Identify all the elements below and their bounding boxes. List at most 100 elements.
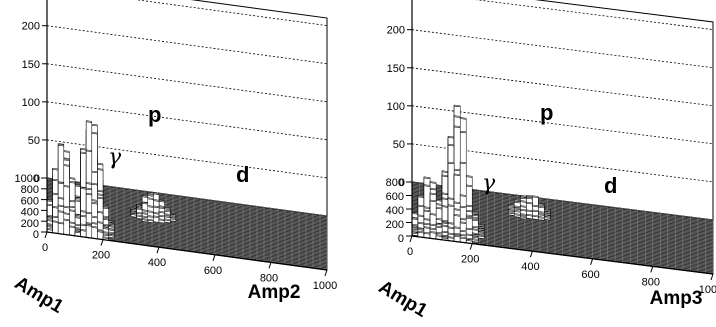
histogram-bar-top [429,223,437,227]
histogram-bar-top [57,204,65,207]
histogram-bar-top [429,181,437,184]
histogram-bar-top [423,184,431,187]
x-tick-label: 200 [461,254,479,266]
peak-label-d: d [604,173,617,198]
histogram-bar-top [63,218,70,222]
x-tick-label: 1000 [699,284,716,296]
histogram-bar-top [85,211,93,215]
x-tick-mark [100,239,104,246]
peak-label-p: p [540,100,553,125]
x-tick-mark [156,247,160,254]
histogram-bar-top [423,176,431,179]
histogram-bar-top [465,239,473,242]
histogram-bar-top [91,201,98,205]
histogram-bar-top [453,115,461,118]
histogram-bar-top [532,209,539,213]
x-tick-mark [529,251,533,258]
histogram-bar-top [91,131,98,135]
z-gridline [475,0,714,84]
x-tick-mark [324,269,328,277]
histogram-bar-top [429,231,437,234]
histogram-bar-top [63,158,70,161]
histogram-bar-top [153,212,160,215]
y-tick-label: 800 [21,184,39,196]
x-axis-title: Amp2 [248,282,301,303]
histogram-bar-top [91,222,98,225]
z-tick-label: 100 [387,101,405,113]
x-axis-title: Amp3 [650,288,703,309]
histogram-bar-top [85,149,93,152]
peak-label-gamma: γ [482,171,496,196]
z-gridline [411,67,714,160]
x-tick-mark [268,262,272,269]
histogram-bar-top [91,182,98,186]
histogram-bar-top [164,218,171,221]
histogram-bar-top [453,208,461,211]
x-tick-mark [469,243,473,250]
histogram-bar-top [97,196,104,200]
histogram-bar-top [91,226,98,229]
y-tick-label: 400 [21,207,39,219]
histogram-bar-top [459,161,467,165]
x-tick-label: 200 [92,250,110,262]
z-gridline [411,143,714,236]
x-tick-label: 600 [204,265,222,277]
histogram-bar-top [85,192,93,196]
histogram-bar-top [52,220,59,223]
histogram-bar-top [63,185,70,188]
x-tick-label: 400 [521,261,539,273]
z-tick-label: 50 [393,139,405,151]
histogram-bar-top [459,221,467,224]
histogram-bar-top [459,233,467,237]
x-tick-mark [212,254,216,261]
histogram-bar-top [97,221,104,224]
histogram-bar-top [147,210,154,213]
histogram-bar-top [538,203,545,206]
histogram-bar-top [544,216,551,219]
histogram-bar-top [63,164,70,167]
histogram-bar-top [429,192,437,196]
histogram-bar-front [91,227,98,240]
z-tick-label: 0 [399,177,405,189]
z-gridline [411,29,714,122]
z-tick-label: 150 [22,59,40,71]
histogram-bar-top [538,216,545,219]
histogram-bar-front [85,225,93,239]
x-tick-mark [409,235,413,243]
histogram-bar-top [97,230,104,233]
histogram-bar-top [435,223,443,226]
histogram-bar-top [423,209,431,212]
peak-label-gamma: γ [108,145,122,170]
y-tick-label: 600 [21,195,39,207]
x-tick-label: 0 [42,242,48,254]
z-tick-label: 200 [22,21,40,33]
histogram-bar-top [453,226,461,229]
x-tick-label: 1000 [313,280,337,292]
z-tick-label: 150 [387,63,405,75]
histogram-bar-top [538,213,545,216]
x-axis-line [411,235,714,275]
histogram-bar-front [57,223,65,235]
x-tick-label: 600 [581,269,599,281]
histogram-bar-top [158,211,165,214]
histogram-bar-top [447,161,455,165]
x-tick-label: 0 [407,246,413,258]
z-tick-label: 50 [28,135,40,147]
y-tick-label: 0 [33,229,39,241]
peak-label-p: p [148,102,161,127]
histogram-bar-top [459,194,467,197]
histogram-bar-top [459,205,467,209]
histogram-bar-top [447,204,455,207]
histogram-bar-top [429,227,437,230]
histogram-bar-top [102,236,109,239]
histogram-bar-top [91,170,98,174]
histogram-bar-top [453,232,461,236]
histogram-bar-top [57,143,65,147]
z-gridline [411,105,714,198]
x-tick-label: 800 [642,276,660,288]
histogram-bar-top [153,205,160,209]
histogram-bar-top [158,218,165,221]
histogram-bar-top [429,213,437,216]
histogram-bar-top [526,201,533,205]
